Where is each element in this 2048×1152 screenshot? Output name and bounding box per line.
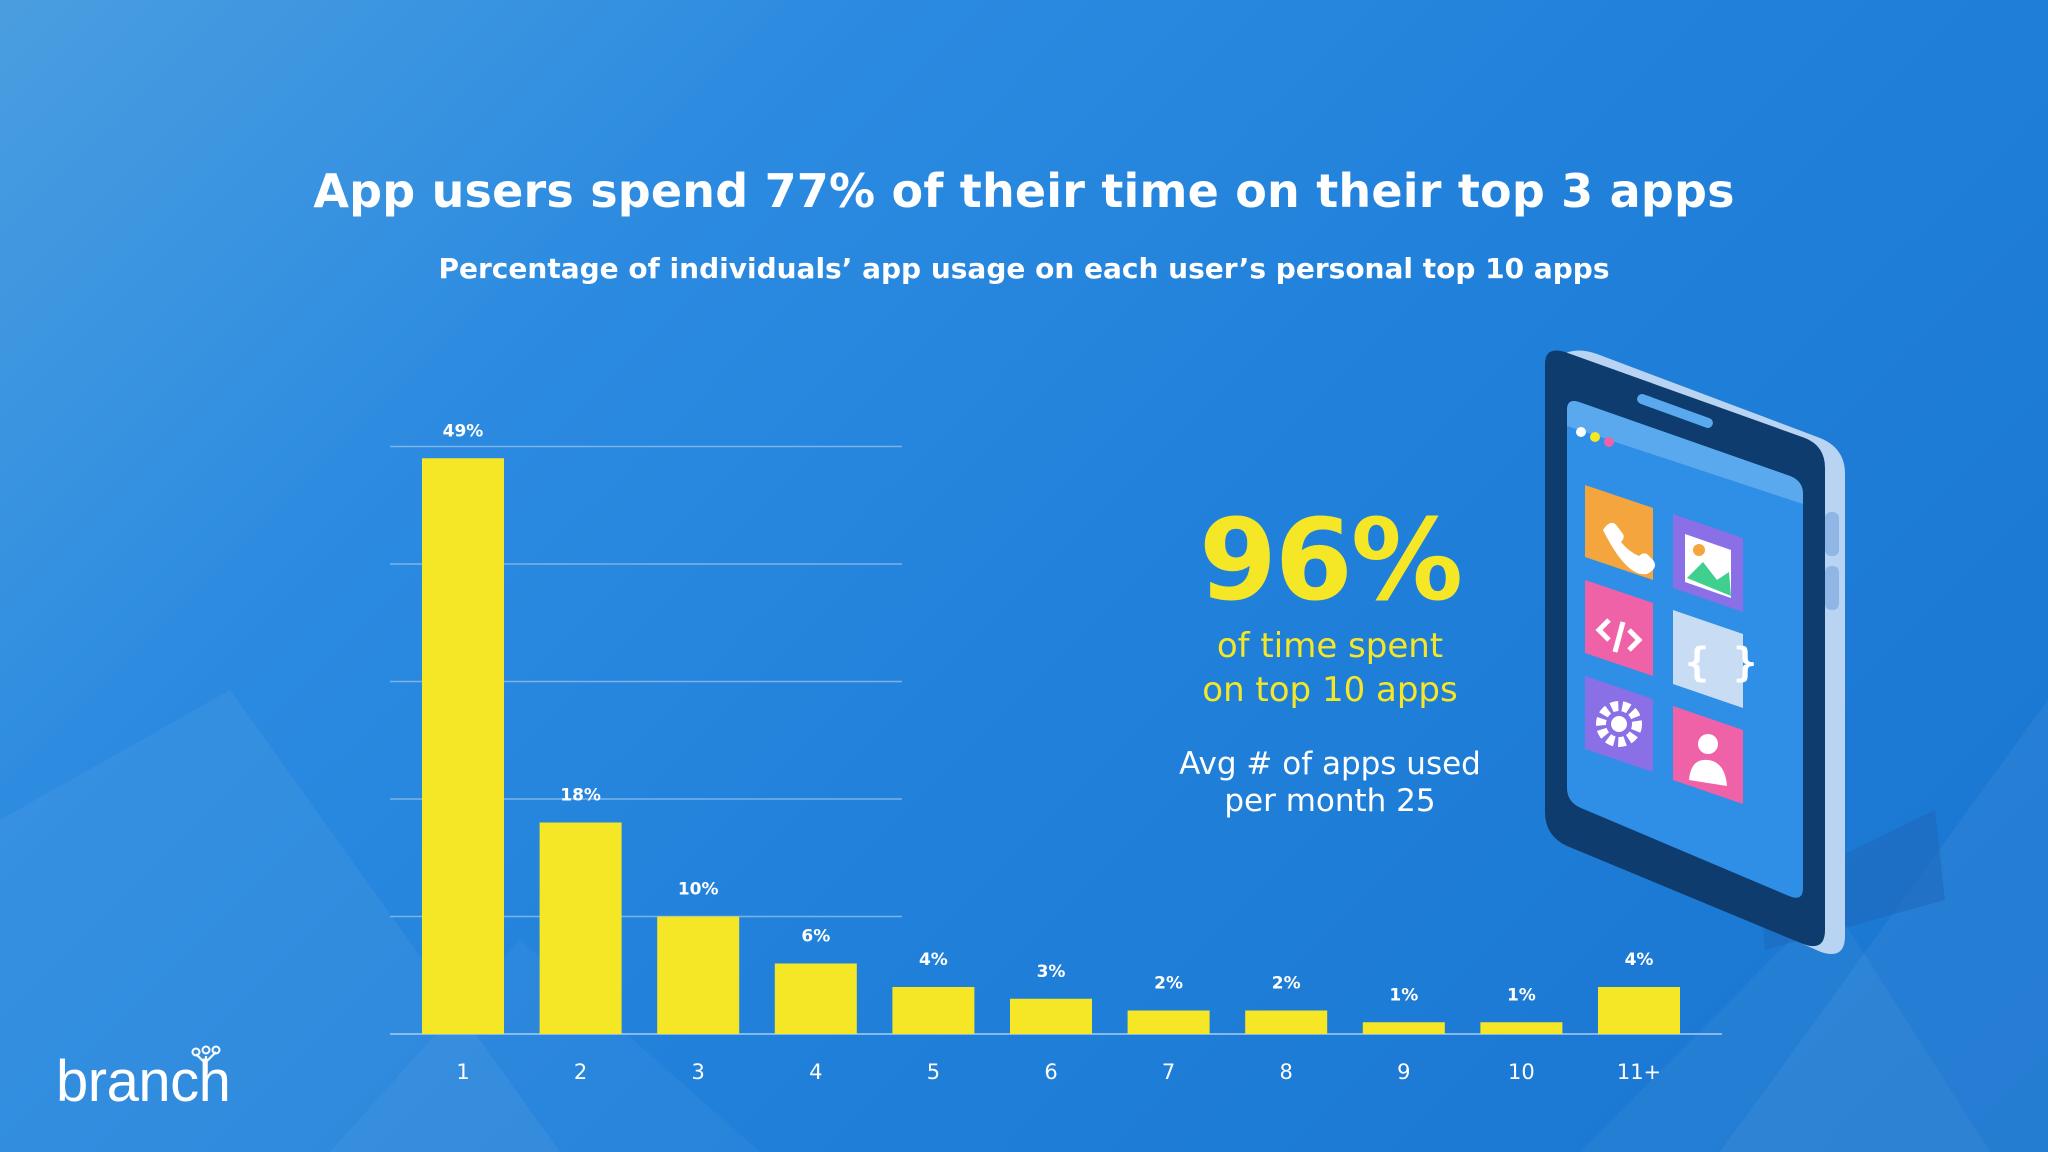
data-label-3: 10% bbox=[678, 880, 719, 900]
phone-icon bbox=[1585, 485, 1655, 580]
data-label-11+: 4% bbox=[1625, 950, 1654, 970]
bar-2 bbox=[539, 822, 622, 1034]
stat-caption-line2: on top 10 apps bbox=[1202, 669, 1458, 710]
branch-logo: branch bbox=[56, 1045, 231, 1115]
bar-11+ bbox=[1598, 987, 1680, 1034]
bar-6 bbox=[1010, 998, 1092, 1034]
avg-apps-line1: Avg # of apps used bbox=[1179, 746, 1481, 783]
bar-7 bbox=[1127, 1010, 1210, 1034]
bar-5 bbox=[892, 987, 975, 1034]
chart-title: App users spend 77% of their time on the… bbox=[313, 164, 1735, 218]
stat-caption: of time spent on top 10 apps bbox=[1130, 625, 1530, 712]
svg-text:{ }: { } bbox=[1685, 640, 1757, 686]
data-label-9: 1% bbox=[1389, 985, 1418, 1005]
avg-apps-text: Avg # of apps used per month 25 bbox=[1130, 746, 1530, 820]
data-label-7: 2% bbox=[1154, 974, 1183, 994]
data-label-1: 49% bbox=[443, 421, 484, 441]
x-tick-11+: 11+ bbox=[1617, 1060, 1661, 1084]
chart-subtitle: Percentage of individuals’ app usage on … bbox=[438, 252, 1610, 285]
data-label-2: 18% bbox=[560, 786, 601, 806]
branch-tree-icon bbox=[191, 1045, 221, 1082]
x-tick-2: 2 bbox=[574, 1060, 587, 1084]
bar-1 bbox=[422, 458, 504, 1034]
gear-icon bbox=[1585, 676, 1653, 772]
x-tick-5: 5 bbox=[927, 1060, 940, 1084]
data-label-5: 4% bbox=[919, 950, 948, 970]
data-label-4: 6% bbox=[801, 927, 830, 947]
data-label-6: 3% bbox=[1037, 962, 1066, 982]
x-tick-3: 3 bbox=[692, 1060, 705, 1084]
avg-apps-line2: per month 25 bbox=[1224, 783, 1436, 820]
stat-caption-line1: of time spent bbox=[1216, 626, 1444, 666]
x-tick-7: 7 bbox=[1162, 1060, 1175, 1084]
data-label-10: 1% bbox=[1507, 985, 1536, 1005]
braces-icon: { } bbox=[1673, 610, 1757, 708]
user-icon bbox=[1673, 706, 1743, 804]
stat-callout: 96% of time spent on top 10 apps Avg # o… bbox=[1130, 505, 1530, 820]
phone-illustration: { } bbox=[1545, 350, 1945, 954]
x-tick-6: 6 bbox=[1044, 1060, 1057, 1084]
bar-4 bbox=[774, 963, 857, 1034]
x-tick-4: 4 bbox=[809, 1060, 822, 1084]
data-label-8: 2% bbox=[1272, 974, 1301, 994]
bar-9 bbox=[1362, 1022, 1445, 1034]
bar-10 bbox=[1480, 1022, 1563, 1034]
x-tick-9: 9 bbox=[1397, 1060, 1410, 1084]
image-icon bbox=[1673, 514, 1743, 612]
code-icon bbox=[1585, 580, 1653, 676]
bar-8 bbox=[1245, 1010, 1328, 1034]
x-tick-1: 1 bbox=[456, 1060, 469, 1084]
bar-3 bbox=[657, 916, 740, 1034]
x-tick-10: 10 bbox=[1508, 1060, 1535, 1084]
x-tick-8: 8 bbox=[1280, 1060, 1293, 1084]
stat-big-value: 96% bbox=[1198, 496, 1463, 626]
